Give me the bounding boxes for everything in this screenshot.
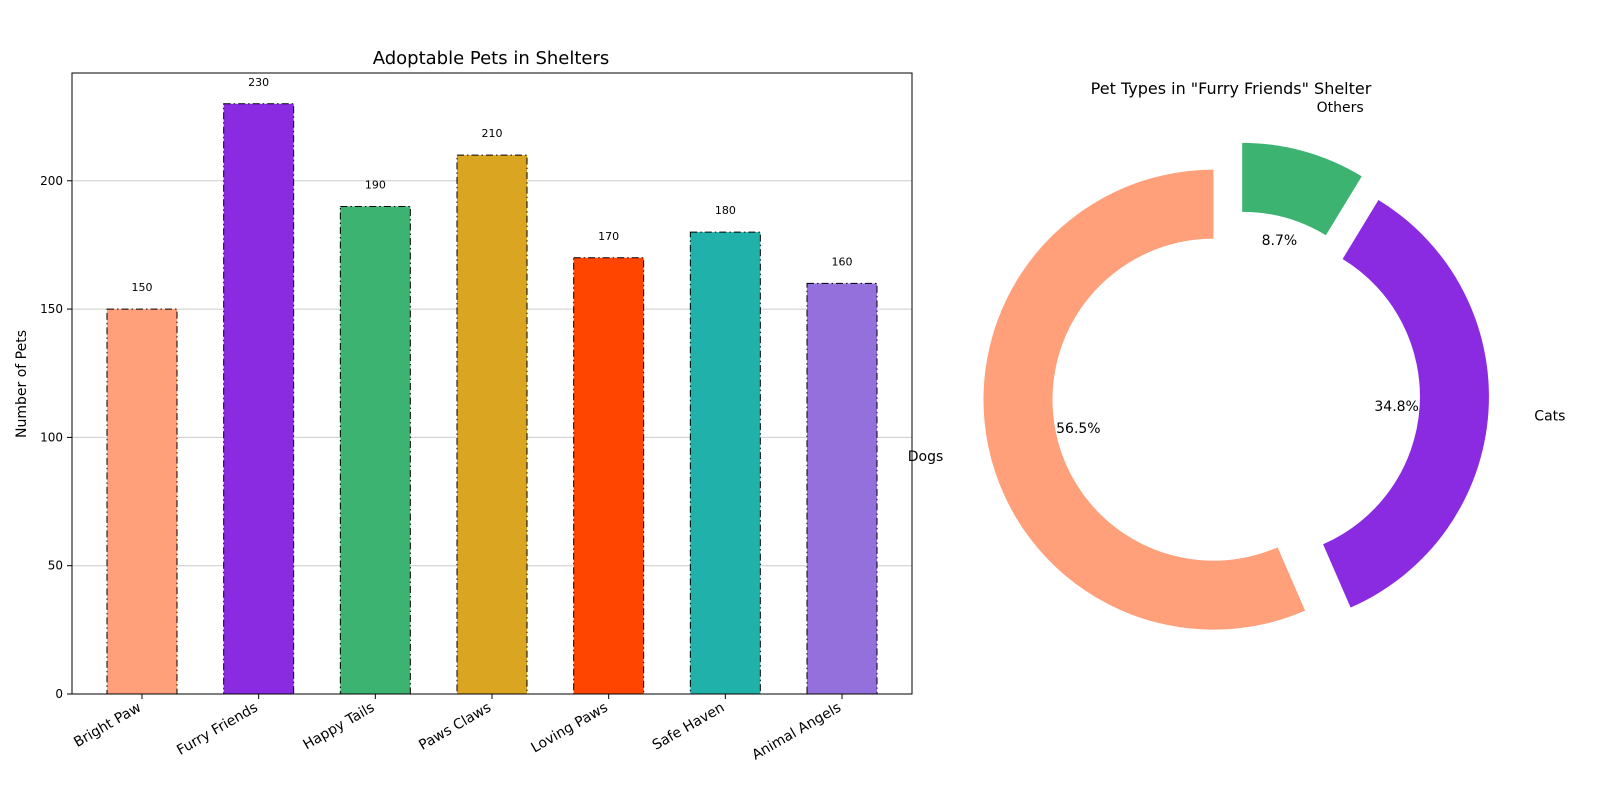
bar-data-label: 190 (365, 178, 386, 191)
y-axis-ticks: 0 50 100 150 200 (40, 174, 72, 701)
donut-category-label: Others (1317, 100, 1364, 116)
y-axis-label: Number of Pets (14, 330, 30, 438)
bar-data-labels: 150 230 190 210 170 180 160 (132, 76, 853, 294)
donut-category-label: Cats (1534, 408, 1565, 424)
x-tick-label: Furry Friends (174, 700, 260, 759)
bar-data-label: 150 (132, 281, 153, 294)
bar (573, 257, 645, 695)
bar-chart-title: Adoptable Pets in Shelters (373, 48, 610, 69)
donut-category-label: Dogs (908, 449, 944, 465)
bar-data-label: 160 (832, 255, 853, 268)
donut-percent-label: 56.5% (1056, 421, 1100, 437)
x-tick-label: Safe Haven (650, 700, 728, 754)
y-tick-label: 100 (40, 430, 63, 444)
bar (339, 205, 411, 695)
bar-data-label: 210 (482, 127, 503, 140)
x-axis-ticks: Bright Paw Furry Friends Happy Tails Paws C… (71, 694, 844, 763)
y-tick-label: 200 (40, 174, 63, 188)
x-tick-label: Animal Angels (749, 700, 844, 764)
y-tick-label: 0 (55, 687, 63, 701)
y-tick-label: 50 (48, 559, 63, 573)
donut-slice (1323, 200, 1489, 608)
x-tick-label: Bright Paw (71, 700, 144, 751)
bar (106, 308, 178, 695)
bar-series (106, 103, 878, 695)
x-tick-label: Paws Claws (416, 700, 494, 754)
donut-labels: Dogs 56.5% Cats 34.8% Others 8.7% (908, 100, 1566, 465)
donut-chart-title: Pet Types in "Furry Friends" Shelter (1091, 79, 1372, 98)
donut-slice (983, 169, 1306, 630)
bar (689, 231, 761, 695)
bar-data-label: 170 (598, 230, 619, 243)
donut-slices (983, 142, 1489, 630)
x-tick-label: Happy Tails (300, 700, 377, 754)
bar (806, 282, 878, 695)
x-tick-label: Loving Paws (528, 700, 610, 757)
donut-chart-panel: Pet Types in "Furry Friends" Shelter Dog… (908, 79, 1566, 630)
bar-data-label: 180 (715, 204, 736, 217)
donut-percent-label: 8.7% (1262, 233, 1298, 249)
bar (456, 154, 528, 695)
bar (223, 103, 295, 695)
y-tick-label: 150 (40, 302, 63, 316)
donut-percent-label: 34.8% (1374, 399, 1418, 415)
bar-data-label: 230 (248, 76, 269, 89)
bar-chart-panel: Adoptable Pets in Shelters 1502301902101… (14, 48, 913, 763)
donut-slice (1242, 142, 1362, 236)
